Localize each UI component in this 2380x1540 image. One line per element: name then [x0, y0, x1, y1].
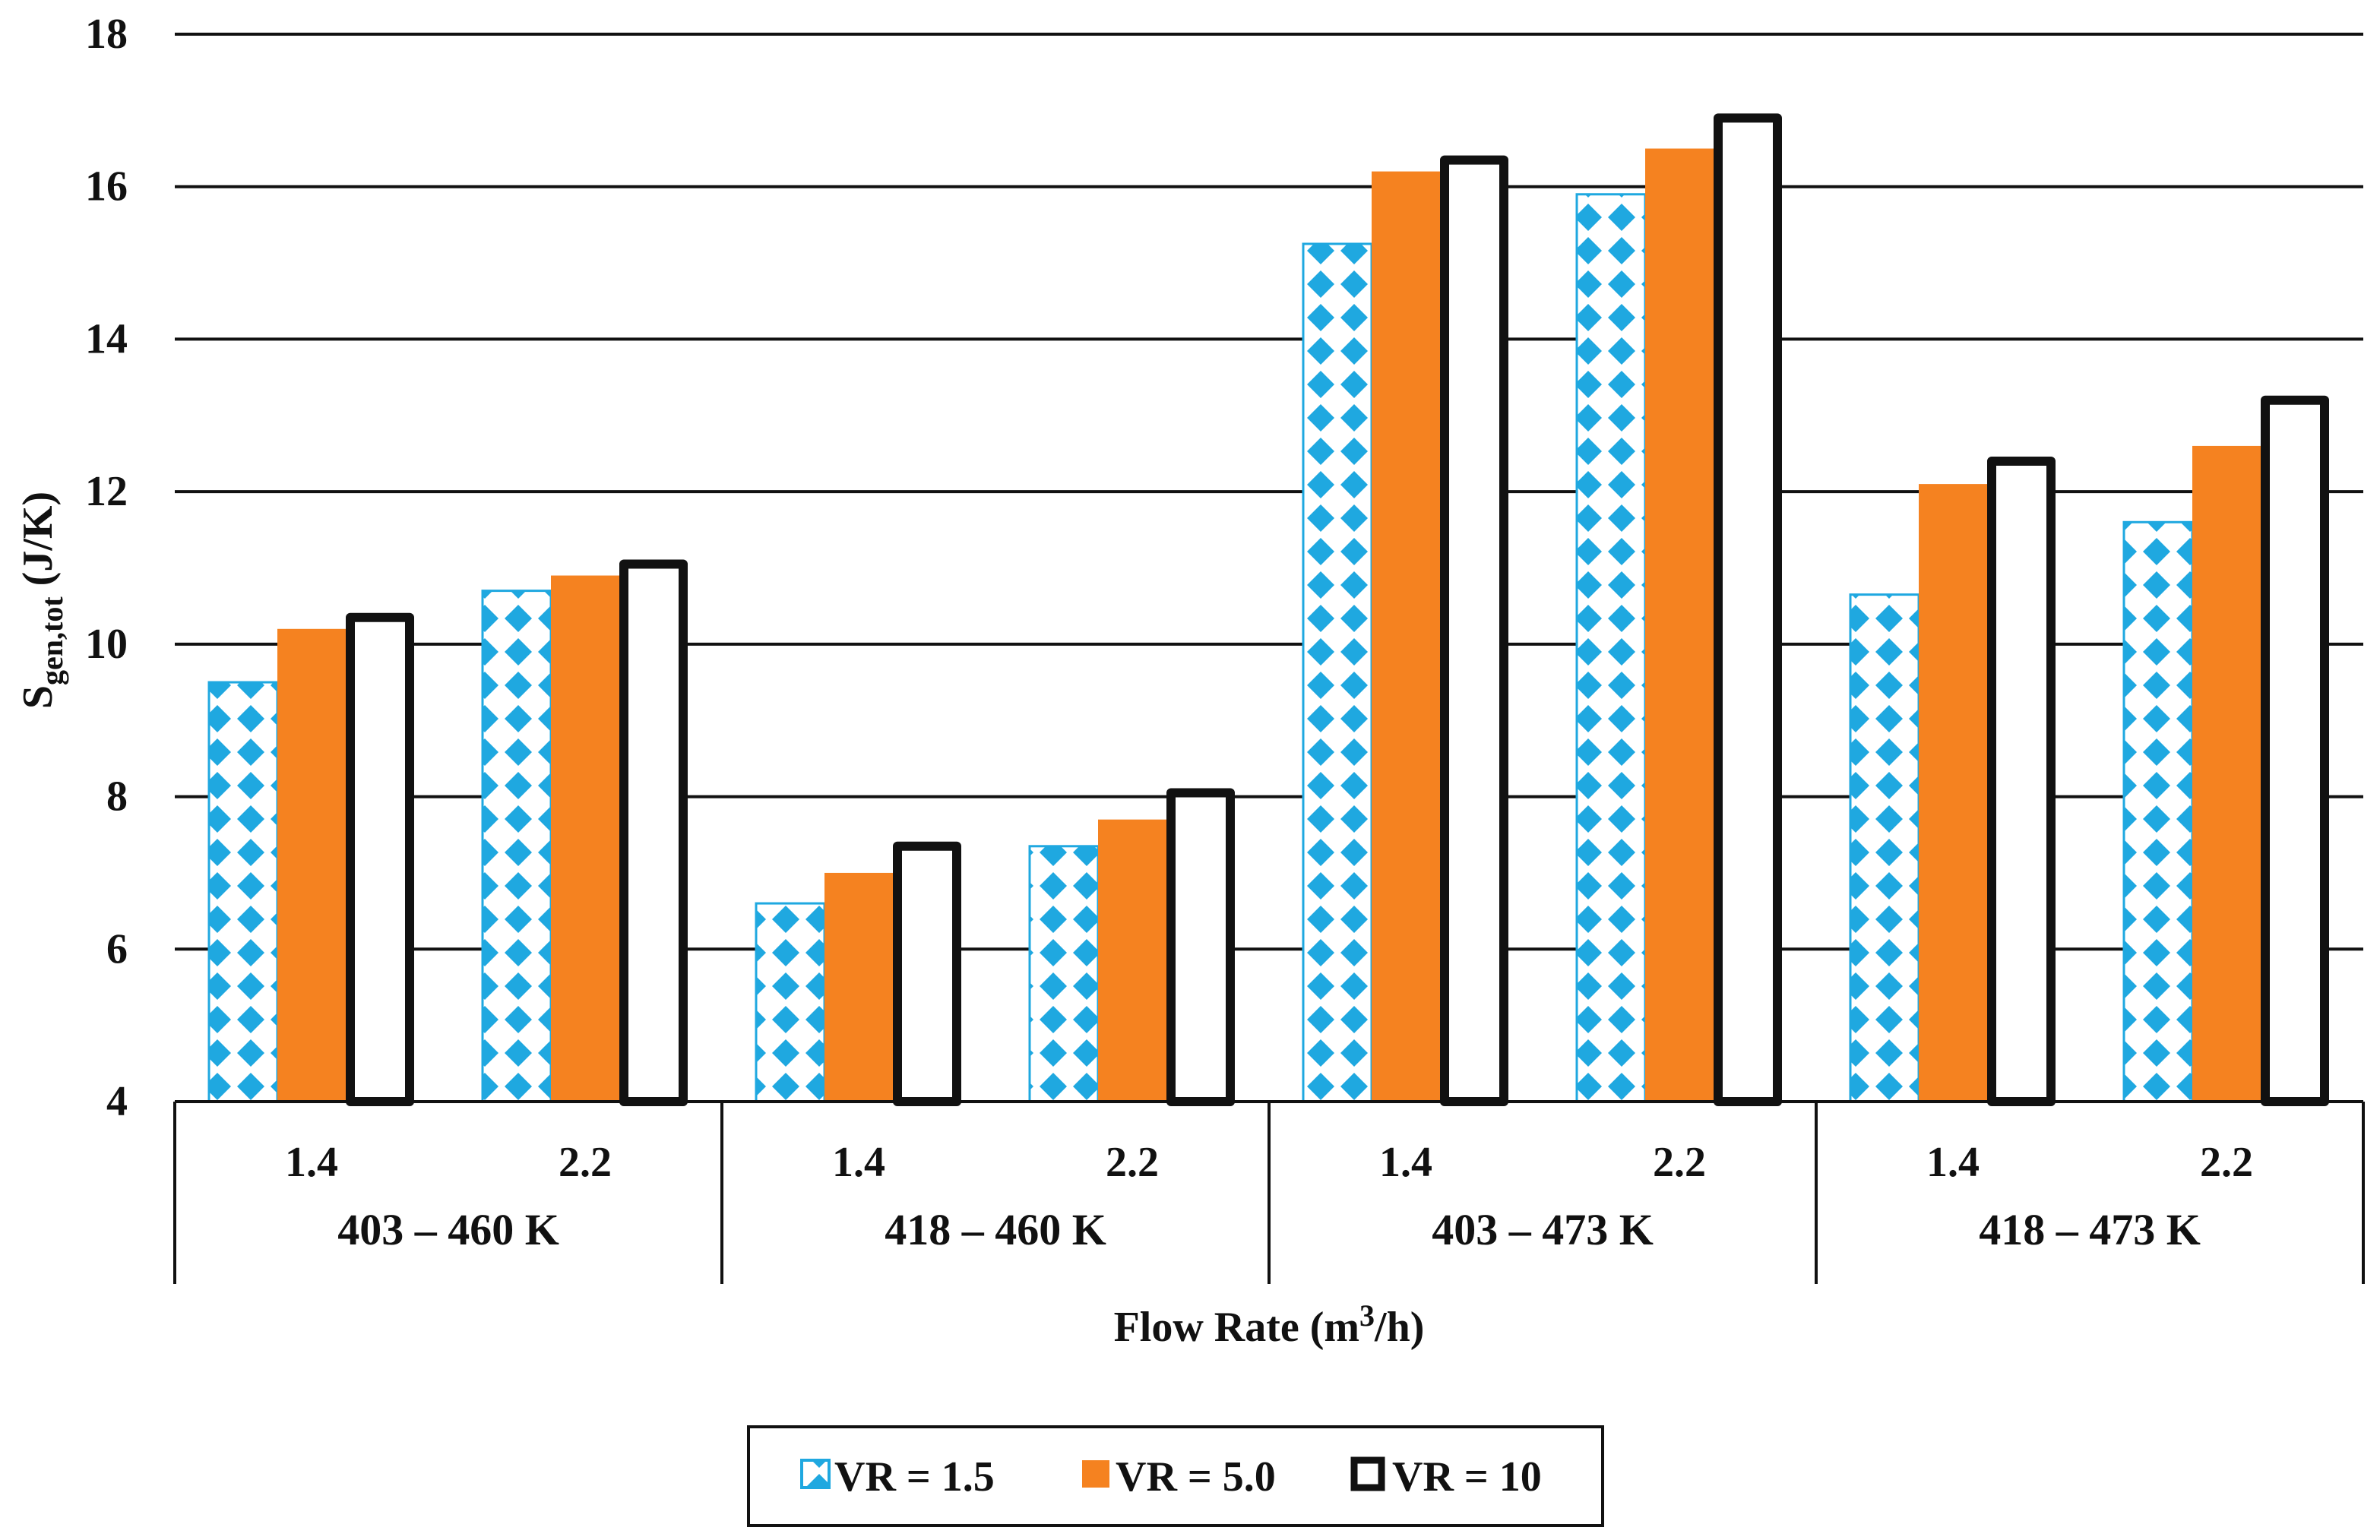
legend-label-vr-10: VR = 10: [1392, 1453, 1542, 1500]
bar-vr-5-0-1-2.2: [1098, 819, 1166, 1102]
bar-vr-1-5-0-2.2: [481, 590, 552, 1103]
y-axis-ticks: 4 6 8 10 12 14 16 18: [85, 11, 128, 1125]
legend-label-vr-1-5: VR = 1.5: [834, 1453, 995, 1500]
bar-vr-10-1-2.2: [1166, 788, 1235, 1107]
legend-swatch-vr-10: [1350, 1456, 1385, 1491]
bar-vr-1-5-1-2.2: [1028, 845, 1100, 1103]
y-tick-label: 18: [85, 11, 128, 58]
x-group-label: 403 – 473 K: [1432, 1205, 1654, 1254]
bar-vr-1-5-3-2.2: [2122, 520, 2194, 1103]
bar-vr-1-5-2-2.2: [1575, 193, 1647, 1103]
y-tick-label: 8: [106, 773, 128, 821]
bar-vr-10-0-2.2: [619, 559, 688, 1106]
x-category-label: 1.4: [832, 1139, 885, 1186]
x-category-label: 1.4: [1926, 1139, 1980, 1186]
x-category-label: 2.2: [2200, 1139, 2253, 1186]
y-tick-label: 4: [106, 1078, 128, 1125]
bar-vr-1-5-1-1.4: [755, 902, 826, 1103]
bar-vr-1-5-3-1.4: [1849, 593, 1920, 1103]
x-category-label: 2.2: [1106, 1139, 1159, 1186]
x-category-label: 2.2: [1653, 1139, 1706, 1186]
legend-label-vr-5-0: VR = 5.0: [1116, 1453, 1276, 1500]
bar-vr-1-5-2-1.4: [1302, 242, 1373, 1103]
legend-swatch-vr-1-5: [800, 1459, 831, 1489]
bar-vr-5-0-0-2.2: [551, 575, 619, 1102]
bar-vr-10-1-1.4: [893, 841, 961, 1107]
bar-vr-10-2-2.2: [1714, 113, 1782, 1107]
bar-vr-5-0-0-1.4: [277, 628, 346, 1102]
bar-vr-10-3-2.2: [2261, 395, 2329, 1106]
bar-vr-10-0-1.4: [346, 612, 414, 1106]
bar-vr-10-2-1.4: [1440, 155, 1508, 1107]
y-tick-label: 10: [85, 621, 128, 668]
bar-vr-5-0-2-1.4: [1372, 171, 1440, 1102]
legend: VR = 1.5 VR = 5.0 VR = 10: [747, 1425, 1604, 1527]
y-tick-label: 14: [85, 315, 128, 362]
legend-box: [747, 1425, 1604, 1527]
bar-vr-5-0-3-1.4: [1919, 484, 1987, 1102]
y-tick-label: 6: [106, 925, 128, 972]
x-category-label: 2.2: [559, 1139, 612, 1186]
y-tick-label: 12: [85, 468, 128, 515]
x-axis-title: Flow Rate (m3/h): [1114, 1298, 1425, 1351]
bar-vr-10-3-1.4: [1987, 457, 2056, 1106]
x-category-label: 1.4: [1379, 1139, 1432, 1186]
bar-vr-5-0-3-2.2: [2192, 445, 2261, 1102]
legend-swatch-vr-5-0: [1082, 1460, 1109, 1488]
y-tick-label: 16: [85, 163, 128, 210]
x-group-label: 403 – 460 K: [337, 1205, 559, 1254]
bars: [207, 113, 2329, 1107]
bar-vr-1-5-0-1.4: [207, 681, 279, 1103]
x-category-label: 1.4: [285, 1139, 338, 1186]
bar-vr-5-0-2-2.2: [1645, 148, 1714, 1102]
x-group-label: 418 – 460 K: [885, 1205, 1106, 1254]
y-axis-title: Sgen,tot (J/K): [14, 492, 69, 709]
bar-vr-5-0-1-1.4: [824, 872, 893, 1102]
x-group-label: 418 – 473 K: [1979, 1205, 2201, 1254]
x-axis-frame: [173, 1100, 2365, 1284]
